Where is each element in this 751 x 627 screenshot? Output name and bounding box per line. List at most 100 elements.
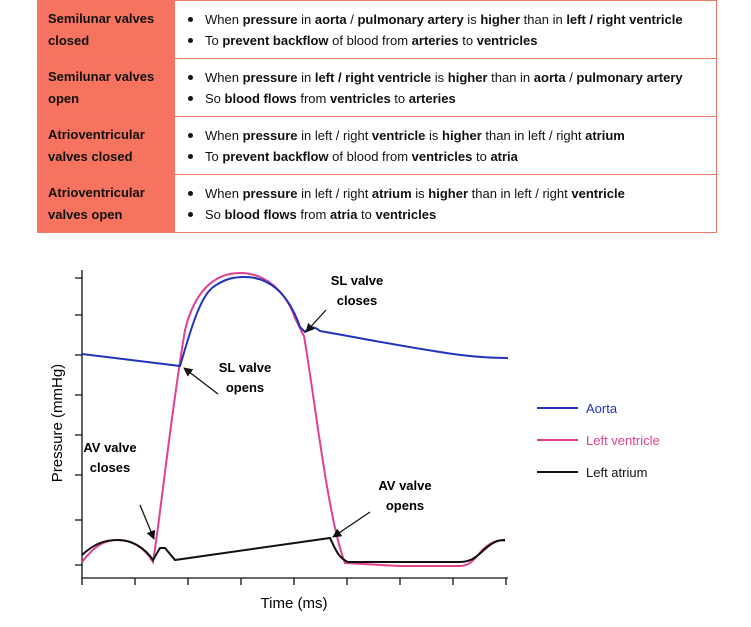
text-run: to: [357, 206, 376, 222]
text-run: To: [205, 148, 223, 164]
text-run: prevent backflow: [222, 148, 329, 164]
bullet: So blood flows from ventricles to arteri…: [188, 88, 708, 109]
row-label: Atrioventricular valves open: [37, 174, 175, 233]
text-run: ventricles: [476, 32, 538, 48]
text-run: atria: [329, 206, 358, 222]
row-label: Semilunar valves closed: [37, 0, 175, 59]
table-row: Semilunar valves closed When pressure in …: [37, 0, 717, 59]
text-run: is: [411, 185, 429, 201]
text-run: aorta: [533, 69, 566, 85]
table-row: Atrioventricular valves closed When press…: [37, 116, 717, 175]
text-run: ventricles: [329, 90, 391, 106]
bullet-list: When pressure in left / right ventricle …: [188, 67, 708, 109]
text-run: in left / right: [297, 185, 372, 201]
text-run: left / right ventricle: [566, 11, 683, 27]
row-text: When pressure in left / right atrium is …: [174, 174, 717, 233]
bullet: When pressure in left / right ventricle …: [188, 125, 708, 146]
text-run: higher: [442, 127, 482, 143]
text-run: When: [205, 127, 243, 143]
axes: [75, 270, 508, 585]
left-atrium-curve: [81, 536, 506, 563]
text-run: is: [425, 127, 443, 143]
annotation: AV valve: [378, 478, 431, 493]
annotation: opens: [226, 380, 264, 395]
text-run: atrium: [585, 127, 625, 143]
row-label: Semilunar valves open: [37, 58, 175, 117]
bullet: To prevent backflow of blood from ventri…: [188, 146, 708, 167]
legend-label: Aorta: [586, 401, 618, 416]
text-run: blood flows: [224, 90, 297, 106]
text-run: than in: [487, 69, 534, 85]
text-run: of blood from: [328, 32, 412, 48]
text-run: pressure: [242, 69, 298, 85]
bullet: When pressure in left / right ventricle …: [188, 67, 708, 88]
annotation: closes: [90, 460, 130, 475]
text-run: in left / right: [297, 127, 372, 143]
legend-label: Left ventricle: [586, 433, 660, 448]
text-run: from: [296, 206, 330, 222]
text-run: is: [431, 69, 448, 85]
annotation: SL valve: [219, 360, 272, 375]
text-run: When: [205, 185, 243, 201]
aorta-curve: [81, 275, 509, 368]
bullet: When pressure in aorta / pulmonary arter…: [188, 9, 708, 30]
annotation: AV valve: [83, 440, 136, 455]
text-run: pulmonary artery: [357, 11, 464, 27]
text-run: /: [346, 11, 358, 27]
text-run: to: [390, 90, 409, 106]
table-body: Semilunar valves closed When pressure in …: [37, 0, 717, 233]
text-run: prevent backflow: [222, 32, 329, 48]
text-run: higher: [428, 185, 469, 201]
text-run: pressure: [242, 11, 298, 27]
text-run: atria: [490, 148, 518, 164]
text-run: aorta: [314, 11, 347, 27]
text-run: left / right ventricle: [314, 69, 432, 85]
text-run: atrium: [371, 185, 412, 201]
text-run: So: [205, 90, 225, 106]
text-run: ventricle: [371, 127, 426, 143]
text-run: To: [205, 32, 223, 48]
y-axis-label: Pressure (mmHg): [49, 364, 66, 482]
text-run: in: [297, 69, 315, 85]
bullet: When pressure in left / right atrium is …: [188, 183, 708, 204]
text-run: pulmonary artery: [576, 69, 683, 85]
text-run: of blood from: [328, 148, 412, 164]
arrows: [139, 309, 371, 540]
bullet-list: When pressure in left / right atrium is …: [188, 183, 708, 225]
text-run: ventricle: [571, 185, 625, 201]
text-run: So: [205, 206, 225, 222]
table-row: Semilunar valves open When pressure in le…: [37, 58, 717, 117]
text-run: from: [296, 90, 330, 106]
curves: [81, 271, 509, 567]
bullet: So blood flows from atria to ventricles: [188, 204, 708, 225]
text-run: than in left / right: [481, 127, 586, 143]
text-run: to: [458, 32, 477, 48]
row-text: When pressure in left / right ventricle …: [174, 58, 717, 117]
x-axis-label: Time (ms): [261, 595, 328, 612]
text-run: When: [205, 69, 243, 85]
text-run: than in left / right: [468, 185, 572, 201]
text-run: higher: [447, 69, 488, 85]
annotation: SL valve: [331, 273, 384, 288]
text-run: in: [297, 11, 315, 27]
text-run: arteries: [411, 32, 459, 48]
text-run: pressure: [242, 185, 298, 201]
row-text: When pressure in aorta / pulmonary arter…: [174, 0, 717, 59]
bullet-list: When pressure in left / right ventricle …: [188, 125, 708, 167]
table-row: Atrioventricular valves open When pressur…: [37, 174, 717, 233]
text-run: pressure: [242, 127, 298, 143]
annotation: closes: [337, 293, 377, 308]
text-run: higher: [480, 11, 521, 27]
text-run: ventricles: [375, 206, 437, 222]
text-run: is: [463, 11, 481, 27]
text-run: blood flows: [224, 206, 297, 222]
legend-label: Left atrium: [586, 465, 647, 480]
text-run: ventricles: [411, 148, 473, 164]
bullet: To prevent backflow of blood from arteri…: [188, 30, 708, 51]
text-run: than in: [520, 11, 567, 27]
text-run: When: [205, 11, 243, 27]
bullet-list: When pressure in aorta / pulmonary arter…: [188, 9, 708, 51]
valve-table: Semilunar valves closed When pressure in …: [37, 0, 717, 233]
